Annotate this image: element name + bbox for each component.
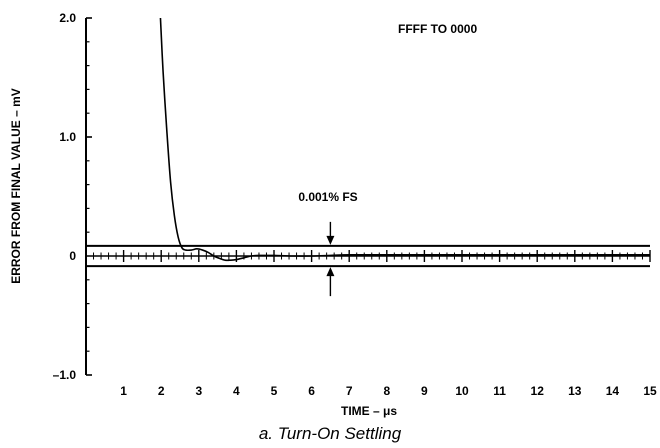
error-band-label: 0.001% FS [298, 190, 357, 204]
x-tick-label: 13 [568, 384, 582, 398]
x-tick-label: 9 [421, 384, 428, 398]
error-band [86, 244, 650, 268]
x-tick-label: 11 [493, 384, 506, 398]
x-tick-label: 2 [158, 384, 165, 398]
x-tick-label: 15 [643, 384, 657, 398]
x-tick-label: 10 [455, 384, 469, 398]
y-tick-label: 2.0 [59, 11, 76, 25]
y-tick-label: 0 [69, 249, 76, 263]
band-arrows [326, 221, 335, 297]
x-tick-label: 8 [383, 384, 390, 398]
x-axis-title: TIME – μs [341, 404, 397, 418]
arrow-up-head [326, 267, 335, 277]
x-tick-label: 4 [233, 384, 240, 398]
x-tick-label: 12 [531, 384, 545, 398]
series-layer [159, 17, 650, 262]
figure-caption: a. Turn-On Settling [258, 424, 402, 443]
y-tick-label: –1.0 [53, 368, 77, 382]
y-tick-label: 1.0 [59, 130, 76, 144]
x-tick-label: 3 [195, 384, 202, 398]
y-axis-ticks: 2.0 1.0 0 –1.0 [53, 11, 92, 382]
x-tick-label: 1 [120, 384, 127, 398]
arrow-down-head [326, 235, 335, 245]
x-tick-label: 6 [308, 384, 315, 398]
x-tick-label: 5 [271, 384, 278, 398]
x-tick-label: 14 [606, 384, 620, 398]
series-line-0 [159, 17, 650, 262]
x-tick-label: 7 [346, 384, 353, 398]
x-axis-ticks: 1 2 3 4 5 6 7 8 9 10 11 12 13 14 15 [120, 384, 657, 398]
transition-label: FFFF TO 0000 [398, 22, 477, 36]
y-axis-title: ERROR FROM FINAL VALUE – mV [9, 88, 23, 284]
